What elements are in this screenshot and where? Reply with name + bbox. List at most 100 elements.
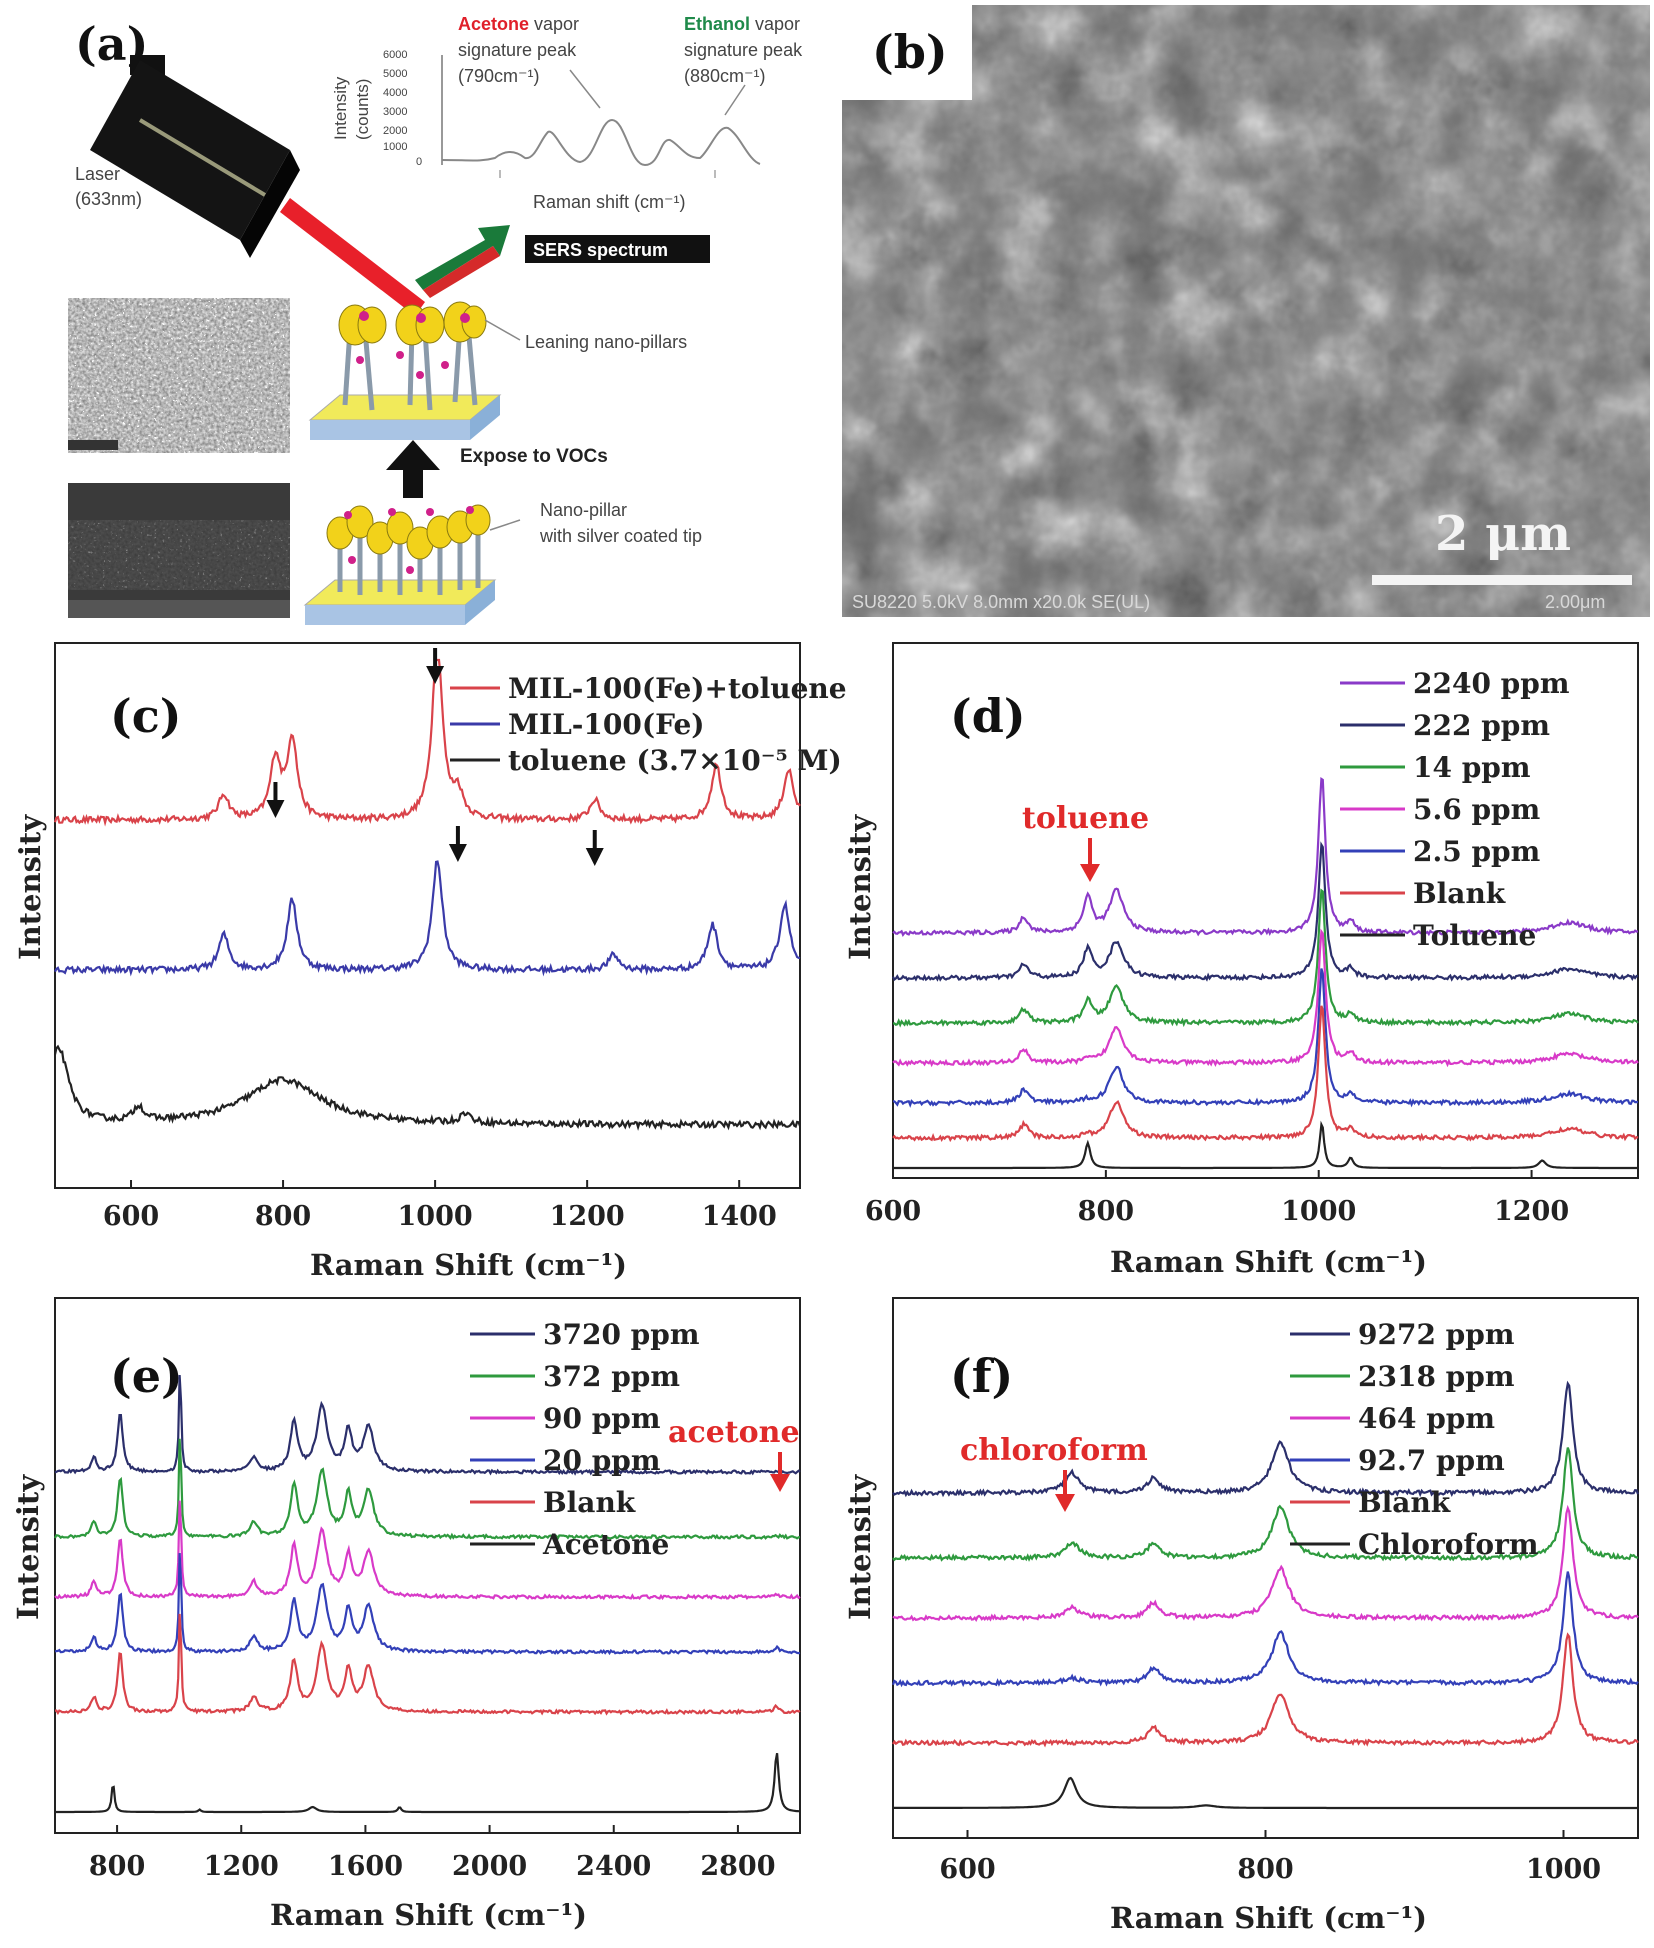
- sem-image-texture: [842, 5, 1650, 617]
- inset-spectrum: 6000 5000 4000 3000 2000 1000 0 Intensit…: [331, 49, 761, 212]
- panel-f-legend: 9272 ppm 2318 ppm 464 ppm 92.7 ppm Blank Chlo…: [1290, 1318, 1538, 1561]
- nanopillar-label-1: Nano-pillar: [540, 500, 627, 520]
- inset-xlabel: Raman shift (cm⁻¹): [533, 192, 686, 212]
- acetone-note-line3: (790cm⁻¹): [458, 66, 540, 86]
- panel-d-annotation: toluene: [1022, 801, 1149, 836]
- legend-entry: 2.5 ppm: [1413, 835, 1540, 868]
- acetone-note-line2: signature peak: [458, 40, 577, 60]
- panel-c-arrows: [266, 648, 604, 866]
- panel-c-frame: [54, 642, 801, 1189]
- series-line: [892, 968, 1639, 1108]
- laser-icon: [90, 55, 300, 258]
- up-arrow-icon: [386, 440, 440, 498]
- legend-entry: 3720 ppm: [543, 1318, 699, 1351]
- series-line: [892, 1632, 1639, 1748]
- panel-e-label: (e): [110, 1349, 183, 1403]
- ethanol-note-line2: signature peak: [684, 40, 803, 60]
- sem-topview-image: [68, 298, 290, 453]
- xtick-label: 800: [89, 1851, 145, 1882]
- legend-entry: MIL-100(Fe)+toluene: [508, 672, 847, 705]
- legend-entry: Blank: [543, 1486, 636, 1519]
- peak-arrow-head: [266, 800, 285, 818]
- series-line: [55, 1753, 801, 1814]
- peak-arrow-head: [426, 666, 445, 684]
- panel-f-xticks: 600 800 1000: [939, 1830, 1601, 1885]
- sem-footer-right: 2.00μm: [1545, 592, 1605, 612]
- panel-c-ylabel: Intensity: [13, 814, 47, 960]
- legend-entry: toluene (3.7×10⁻⁵ M): [508, 744, 842, 777]
- series-line: [892, 928, 1639, 1068]
- series-line: [892, 777, 1639, 938]
- inset-ytick: 4000: [383, 87, 407, 99]
- legend-entry: Chloroform: [1358, 1528, 1538, 1561]
- xtick-label: 1200: [1494, 1196, 1569, 1227]
- panel-f-annotation: chloroform: [960, 1433, 1148, 1468]
- panel-e-legend: 3720 ppm 372 ppm 90 ppm 20 ppm Blank Acetone: [470, 1318, 699, 1561]
- series-line: [55, 1613, 801, 1716]
- series-line: [53, 1044, 802, 1131]
- xtick-label: 1200: [550, 1201, 625, 1232]
- series-line: [892, 841, 1639, 982]
- xtick-label: 2800: [700, 1851, 775, 1882]
- panel-e-annotation-arrow: [770, 1452, 790, 1492]
- panel-e-annotation: acetone: [668, 1415, 800, 1450]
- legend-entry: 2318 ppm: [1358, 1360, 1514, 1393]
- inset-ytick: 2000: [383, 125, 407, 137]
- xtick-label: 1000: [1526, 1854, 1601, 1885]
- xtick-label: 600: [939, 1854, 995, 1885]
- peak-arrow-head: [585, 848, 604, 866]
- sers-box-label: SERS spectrum: [533, 240, 668, 260]
- sem-scalebar: [1372, 575, 1632, 585]
- legend-entry: Blank: [1413, 877, 1506, 910]
- legend-entry: 2240 ppm: [1413, 667, 1569, 700]
- series-line: [892, 1447, 1639, 1562]
- upright-pillars-stage: [303, 504, 497, 625]
- series-line: [54, 1438, 801, 1541]
- inset-ytick: 5000: [383, 68, 407, 80]
- panel-d-label: (d): [950, 689, 1026, 743]
- panel-c-series: [53, 658, 802, 1131]
- acetone-rest: vapor: [529, 14, 579, 34]
- laser-wavelength: (633nm): [75, 189, 142, 209]
- panel-b-label-box: [842, 5, 972, 100]
- xtick-label: 800: [1078, 1196, 1134, 1227]
- xtick-label: 800: [1237, 1854, 1293, 1885]
- panel-d-annotation-arrow: [1080, 838, 1100, 882]
- legend-entry: 5.6 ppm: [1413, 793, 1540, 826]
- xtick-label: 1600: [328, 1851, 403, 1882]
- panel-d-xlabel: Raman Shift (cm⁻¹): [1110, 1245, 1427, 1279]
- legend-entry: MIL-100(Fe): [508, 708, 705, 741]
- legend-entry: 20 ppm: [543, 1444, 661, 1477]
- laser-beam: [280, 198, 425, 316]
- ethanol-rest: vapor: [750, 14, 800, 34]
- panel-f-series: [891, 1380, 1640, 1810]
- series-line: [54, 1374, 801, 1476]
- ethanol-note-line3: (880cm⁻¹): [684, 66, 766, 86]
- expose-vocs-label: Expose to VOCs: [460, 446, 608, 467]
- leaning-pillars-label: Leaning nano-pillars: [525, 332, 687, 352]
- inset-ytick: 3000: [383, 106, 407, 118]
- series-line: [891, 1571, 1639, 1688]
- panel-c-label: (c): [110, 689, 182, 743]
- panel-d-frame: [892, 642, 1639, 1179]
- inset-ytick: 0: [416, 156, 422, 168]
- sem-cross-section-image: [68, 483, 290, 618]
- series-line: [892, 1380, 1640, 1498]
- sers-arrow-icon: [415, 225, 510, 298]
- peak-arrow-head: [448, 844, 467, 862]
- sers-box: [525, 235, 710, 263]
- legend-entry: 222 ppm: [1413, 709, 1550, 742]
- xtick-label: 1400: [702, 1201, 777, 1232]
- panel-c-xlabel: Raman Shift (cm⁻¹): [310, 1248, 627, 1282]
- panel-a: (a) Laser (633nm) 6000 5000 4000 3000 20…: [68, 14, 803, 625]
- panel-e-xticks: 800 1200 1600 2000 2400 2800: [89, 1825, 775, 1882]
- legend-entry: 372 ppm: [543, 1360, 680, 1393]
- series-line: [893, 1776, 1638, 1810]
- inset-ytick: 1000: [383, 141, 407, 153]
- xtick-label: 2400: [576, 1851, 651, 1882]
- inset-ytick: 6000: [383, 49, 407, 61]
- xtick-label: 600: [103, 1201, 159, 1232]
